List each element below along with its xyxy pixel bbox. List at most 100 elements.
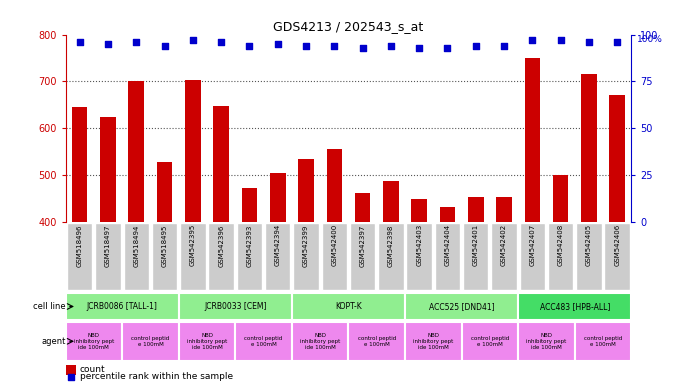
Text: GSM542399: GSM542399 bbox=[303, 224, 309, 266]
FancyBboxPatch shape bbox=[435, 223, 460, 290]
FancyBboxPatch shape bbox=[292, 293, 405, 320]
Text: GSM542394: GSM542394 bbox=[275, 224, 281, 266]
Text: NBD
inhibitory pept
ide 100mM: NBD inhibitory pept ide 100mM bbox=[413, 333, 453, 349]
FancyBboxPatch shape bbox=[235, 322, 292, 361]
Text: GSM542406: GSM542406 bbox=[614, 224, 620, 266]
Point bbox=[102, 41, 113, 47]
Point bbox=[74, 39, 86, 45]
Text: JCRB0086 [TALL-1]: JCRB0086 [TALL-1] bbox=[87, 302, 157, 311]
Text: GSM542393: GSM542393 bbox=[246, 224, 253, 266]
FancyBboxPatch shape bbox=[292, 322, 348, 361]
FancyBboxPatch shape bbox=[179, 293, 292, 320]
Text: GSM542397: GSM542397 bbox=[359, 224, 366, 266]
Bar bbox=[128, 81, 144, 222]
Point bbox=[555, 37, 566, 43]
Text: GSM518497: GSM518497 bbox=[105, 224, 111, 266]
FancyBboxPatch shape bbox=[67, 223, 92, 290]
Bar bbox=[581, 74, 597, 222]
Text: agent: agent bbox=[41, 337, 66, 346]
Text: control peptid
e 100mM: control peptid e 100mM bbox=[357, 336, 396, 347]
Text: KOPT-K: KOPT-K bbox=[335, 302, 362, 311]
FancyBboxPatch shape bbox=[350, 223, 375, 290]
Text: JCRB0033 [CEM]: JCRB0033 [CEM] bbox=[204, 302, 266, 311]
Point bbox=[386, 43, 397, 49]
Bar bbox=[213, 106, 229, 222]
Bar bbox=[100, 117, 116, 222]
Text: percentile rank within the sample: percentile rank within the sample bbox=[79, 372, 233, 381]
Bar bbox=[326, 149, 342, 222]
Point bbox=[301, 43, 312, 49]
Bar bbox=[66, 365, 76, 374]
Point bbox=[499, 43, 510, 49]
Bar bbox=[524, 58, 540, 222]
Text: GSM542404: GSM542404 bbox=[444, 224, 451, 266]
FancyBboxPatch shape bbox=[293, 223, 319, 290]
Bar bbox=[440, 207, 455, 222]
Point bbox=[159, 43, 170, 49]
Text: NBD
inhibitory pept
ide 100mM: NBD inhibitory pept ide 100mM bbox=[526, 333, 566, 349]
Title: GDS4213 / 202543_s_at: GDS4213 / 202543_s_at bbox=[273, 20, 424, 33]
Text: GSM518494: GSM518494 bbox=[133, 224, 139, 266]
FancyBboxPatch shape bbox=[66, 322, 122, 361]
FancyBboxPatch shape bbox=[463, 223, 489, 290]
Text: control peptid
e 100mM: control peptid e 100mM bbox=[584, 336, 622, 347]
Bar bbox=[553, 175, 569, 222]
Text: GSM542398: GSM542398 bbox=[388, 224, 394, 266]
Text: control peptid
e 100mM: control peptid e 100mM bbox=[244, 336, 283, 347]
Bar bbox=[496, 197, 512, 222]
Bar bbox=[241, 188, 257, 222]
Bar bbox=[270, 173, 286, 222]
FancyBboxPatch shape bbox=[604, 223, 630, 290]
FancyBboxPatch shape bbox=[518, 293, 631, 320]
Text: NBD
inhibitory pept
ide 100mM: NBD inhibitory pept ide 100mM bbox=[74, 333, 114, 349]
Point bbox=[612, 39, 623, 45]
Text: NBD
inhibitory pept
ide 100mM: NBD inhibitory pept ide 100mM bbox=[187, 333, 227, 349]
Text: 100%: 100% bbox=[637, 35, 663, 43]
Bar bbox=[383, 181, 399, 222]
Bar bbox=[157, 162, 172, 222]
Text: GSM542403: GSM542403 bbox=[416, 224, 422, 266]
Bar bbox=[72, 107, 88, 222]
Text: GSM542402: GSM542402 bbox=[501, 224, 507, 266]
Text: control peptid
e 100mM: control peptid e 100mM bbox=[471, 336, 509, 347]
Point bbox=[216, 39, 227, 45]
FancyBboxPatch shape bbox=[95, 223, 121, 290]
FancyBboxPatch shape bbox=[405, 322, 462, 361]
Text: ACC483 [HPB-ALL]: ACC483 [HPB-ALL] bbox=[540, 302, 610, 311]
FancyBboxPatch shape bbox=[265, 223, 290, 290]
Text: ACC525 [DND41]: ACC525 [DND41] bbox=[428, 302, 495, 311]
Point bbox=[357, 45, 368, 51]
FancyBboxPatch shape bbox=[462, 322, 518, 361]
Point bbox=[329, 43, 340, 49]
Text: GSM518495: GSM518495 bbox=[161, 224, 168, 266]
Text: GSM542395: GSM542395 bbox=[190, 224, 196, 266]
FancyBboxPatch shape bbox=[122, 322, 179, 361]
Point bbox=[414, 45, 425, 51]
FancyBboxPatch shape bbox=[491, 223, 517, 290]
Point bbox=[131, 39, 142, 45]
Point bbox=[65, 374, 76, 380]
Bar bbox=[468, 197, 484, 222]
Point bbox=[244, 43, 255, 49]
FancyBboxPatch shape bbox=[124, 223, 149, 290]
Text: count: count bbox=[79, 365, 106, 374]
Bar bbox=[355, 192, 371, 222]
FancyBboxPatch shape bbox=[405, 293, 518, 320]
FancyBboxPatch shape bbox=[179, 322, 235, 361]
Bar bbox=[185, 80, 201, 222]
FancyBboxPatch shape bbox=[152, 223, 177, 290]
FancyBboxPatch shape bbox=[180, 223, 206, 290]
FancyBboxPatch shape bbox=[406, 223, 432, 290]
Point bbox=[471, 43, 482, 49]
FancyBboxPatch shape bbox=[378, 223, 404, 290]
FancyBboxPatch shape bbox=[518, 322, 575, 361]
Point bbox=[584, 39, 595, 45]
FancyBboxPatch shape bbox=[322, 223, 347, 290]
FancyBboxPatch shape bbox=[237, 223, 262, 290]
Text: control peptid
e 100mM: control peptid e 100mM bbox=[131, 336, 170, 347]
Text: GSM542408: GSM542408 bbox=[558, 224, 564, 266]
FancyBboxPatch shape bbox=[66, 293, 179, 320]
FancyBboxPatch shape bbox=[576, 223, 602, 290]
FancyBboxPatch shape bbox=[348, 322, 405, 361]
FancyBboxPatch shape bbox=[520, 223, 545, 290]
